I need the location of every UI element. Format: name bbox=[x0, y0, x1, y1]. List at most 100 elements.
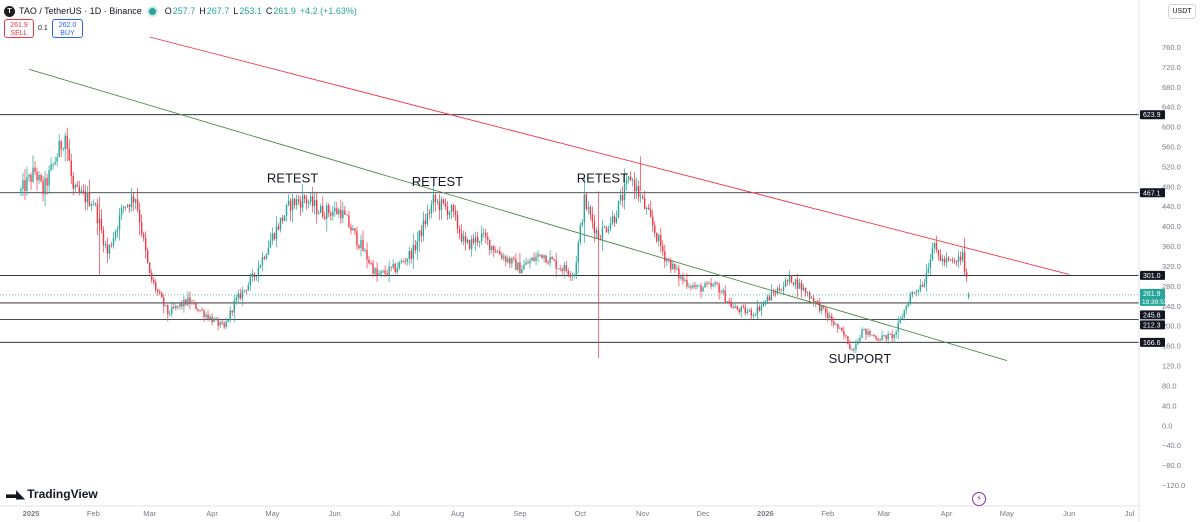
buy-button[interactable]: 262.0 BUY bbox=[52, 19, 83, 38]
candle bbox=[615, 210, 618, 225]
trendline-resistance[interactable] bbox=[149, 36, 1070, 275]
x-tick-label: Nov bbox=[636, 509, 650, 518]
candle bbox=[438, 194, 441, 221]
candle bbox=[939, 249, 942, 262]
candle bbox=[764, 299, 767, 307]
candle bbox=[326, 202, 328, 232]
candle bbox=[239, 288, 241, 301]
candle bbox=[316, 192, 318, 224]
candle bbox=[207, 310, 209, 322]
countdown-timer: 19:39:53 bbox=[1142, 299, 1168, 306]
candle bbox=[907, 301, 909, 308]
candle bbox=[243, 289, 245, 294]
candle bbox=[780, 288, 783, 292]
candle bbox=[702, 286, 704, 292]
candle bbox=[352, 224, 354, 231]
y-tick-label: 160.0 bbox=[1162, 342, 1181, 351]
candle bbox=[817, 299, 819, 305]
sell-button[interactable]: 261.9 SELL bbox=[4, 19, 34, 38]
x-tick-label: Dec bbox=[696, 509, 710, 518]
candle bbox=[511, 256, 513, 269]
candle bbox=[776, 286, 779, 295]
candle bbox=[189, 291, 191, 310]
candle bbox=[589, 204, 592, 221]
candle bbox=[897, 316, 899, 340]
candle bbox=[605, 225, 608, 233]
candle bbox=[503, 252, 505, 262]
candle bbox=[911, 290, 913, 298]
candle bbox=[285, 203, 288, 222]
candle bbox=[305, 195, 308, 210]
y-tick-label: 240.0 bbox=[1162, 302, 1181, 311]
candle bbox=[456, 210, 459, 234]
candle bbox=[609, 217, 612, 232]
candle bbox=[849, 340, 851, 350]
candle bbox=[720, 289, 722, 294]
candle bbox=[227, 319, 229, 323]
sell-price: 261.9 bbox=[10, 22, 28, 29]
candle bbox=[348, 210, 350, 229]
candle bbox=[772, 288, 775, 297]
candle bbox=[203, 309, 205, 322]
candle bbox=[215, 316, 217, 321]
candle bbox=[901, 313, 903, 320]
candle bbox=[138, 202, 141, 236]
candle bbox=[64, 132, 66, 162]
candle bbox=[289, 198, 292, 222]
candle bbox=[114, 229, 117, 242]
close-label: C bbox=[265, 6, 273, 16]
candle bbox=[688, 282, 690, 289]
candle bbox=[678, 265, 680, 287]
candle bbox=[424, 213, 427, 229]
y-tick-label: 360.0 bbox=[1162, 242, 1181, 251]
level-price-tag: 301.0 bbox=[1140, 270, 1165, 280]
level-price-tag: 467.1 bbox=[1140, 188, 1165, 198]
candle bbox=[808, 290, 811, 302]
tradingview-logo[interactable]: ▬◣ TradingView bbox=[6, 487, 98, 501]
candle bbox=[487, 232, 489, 246]
candle bbox=[368, 255, 370, 265]
candle bbox=[378, 269, 380, 276]
candle bbox=[804, 287, 807, 297]
currency-button[interactable]: USDT bbox=[1168, 4, 1196, 19]
candle bbox=[446, 201, 449, 220]
annotation-retest-2[interactable]: RETEST bbox=[577, 170, 628, 185]
candle bbox=[50, 157, 52, 172]
annotation-retest-0[interactable]: RETEST bbox=[267, 170, 318, 185]
x-tick-label: Oct bbox=[574, 509, 587, 518]
symbol-header[interactable]: T TAO / TetherUS · 1D · Binance O 257.7 H… bbox=[4, 4, 357, 18]
candle bbox=[871, 334, 873, 336]
current-price-tag: 261.919:39:53 bbox=[1140, 288, 1168, 306]
candle bbox=[30, 172, 32, 190]
candle bbox=[575, 255, 577, 279]
candle bbox=[571, 272, 573, 281]
candle bbox=[641, 193, 644, 200]
symbol-title[interactable]: TAO / TetherUS · 1D · Binance bbox=[19, 6, 142, 16]
candle bbox=[841, 327, 843, 332]
candle bbox=[195, 301, 197, 310]
candle bbox=[74, 183, 76, 193]
candle bbox=[650, 200, 652, 218]
trendline-support[interactable] bbox=[28, 68, 1007, 361]
candle bbox=[517, 261, 519, 273]
candle bbox=[806, 291, 809, 297]
candle bbox=[318, 209, 320, 215]
candle bbox=[382, 269, 384, 274]
candle bbox=[193, 299, 195, 306]
candle bbox=[790, 275, 793, 284]
annotation-support-3[interactable]: SUPPORT bbox=[829, 351, 892, 366]
candle bbox=[322, 196, 324, 219]
candle bbox=[698, 284, 700, 287]
x-tick-label: Jul bbox=[390, 509, 400, 518]
candle bbox=[199, 310, 201, 312]
candle bbox=[255, 276, 258, 281]
candle bbox=[921, 281, 924, 288]
annotation-retest-1[interactable]: RETEST bbox=[412, 174, 463, 189]
candle bbox=[639, 193, 642, 203]
candle bbox=[666, 257, 668, 266]
candle bbox=[561, 266, 563, 275]
lightning-icon[interactable]: ⚡ bbox=[972, 492, 986, 506]
candle bbox=[621, 186, 624, 208]
candle bbox=[821, 306, 823, 315]
